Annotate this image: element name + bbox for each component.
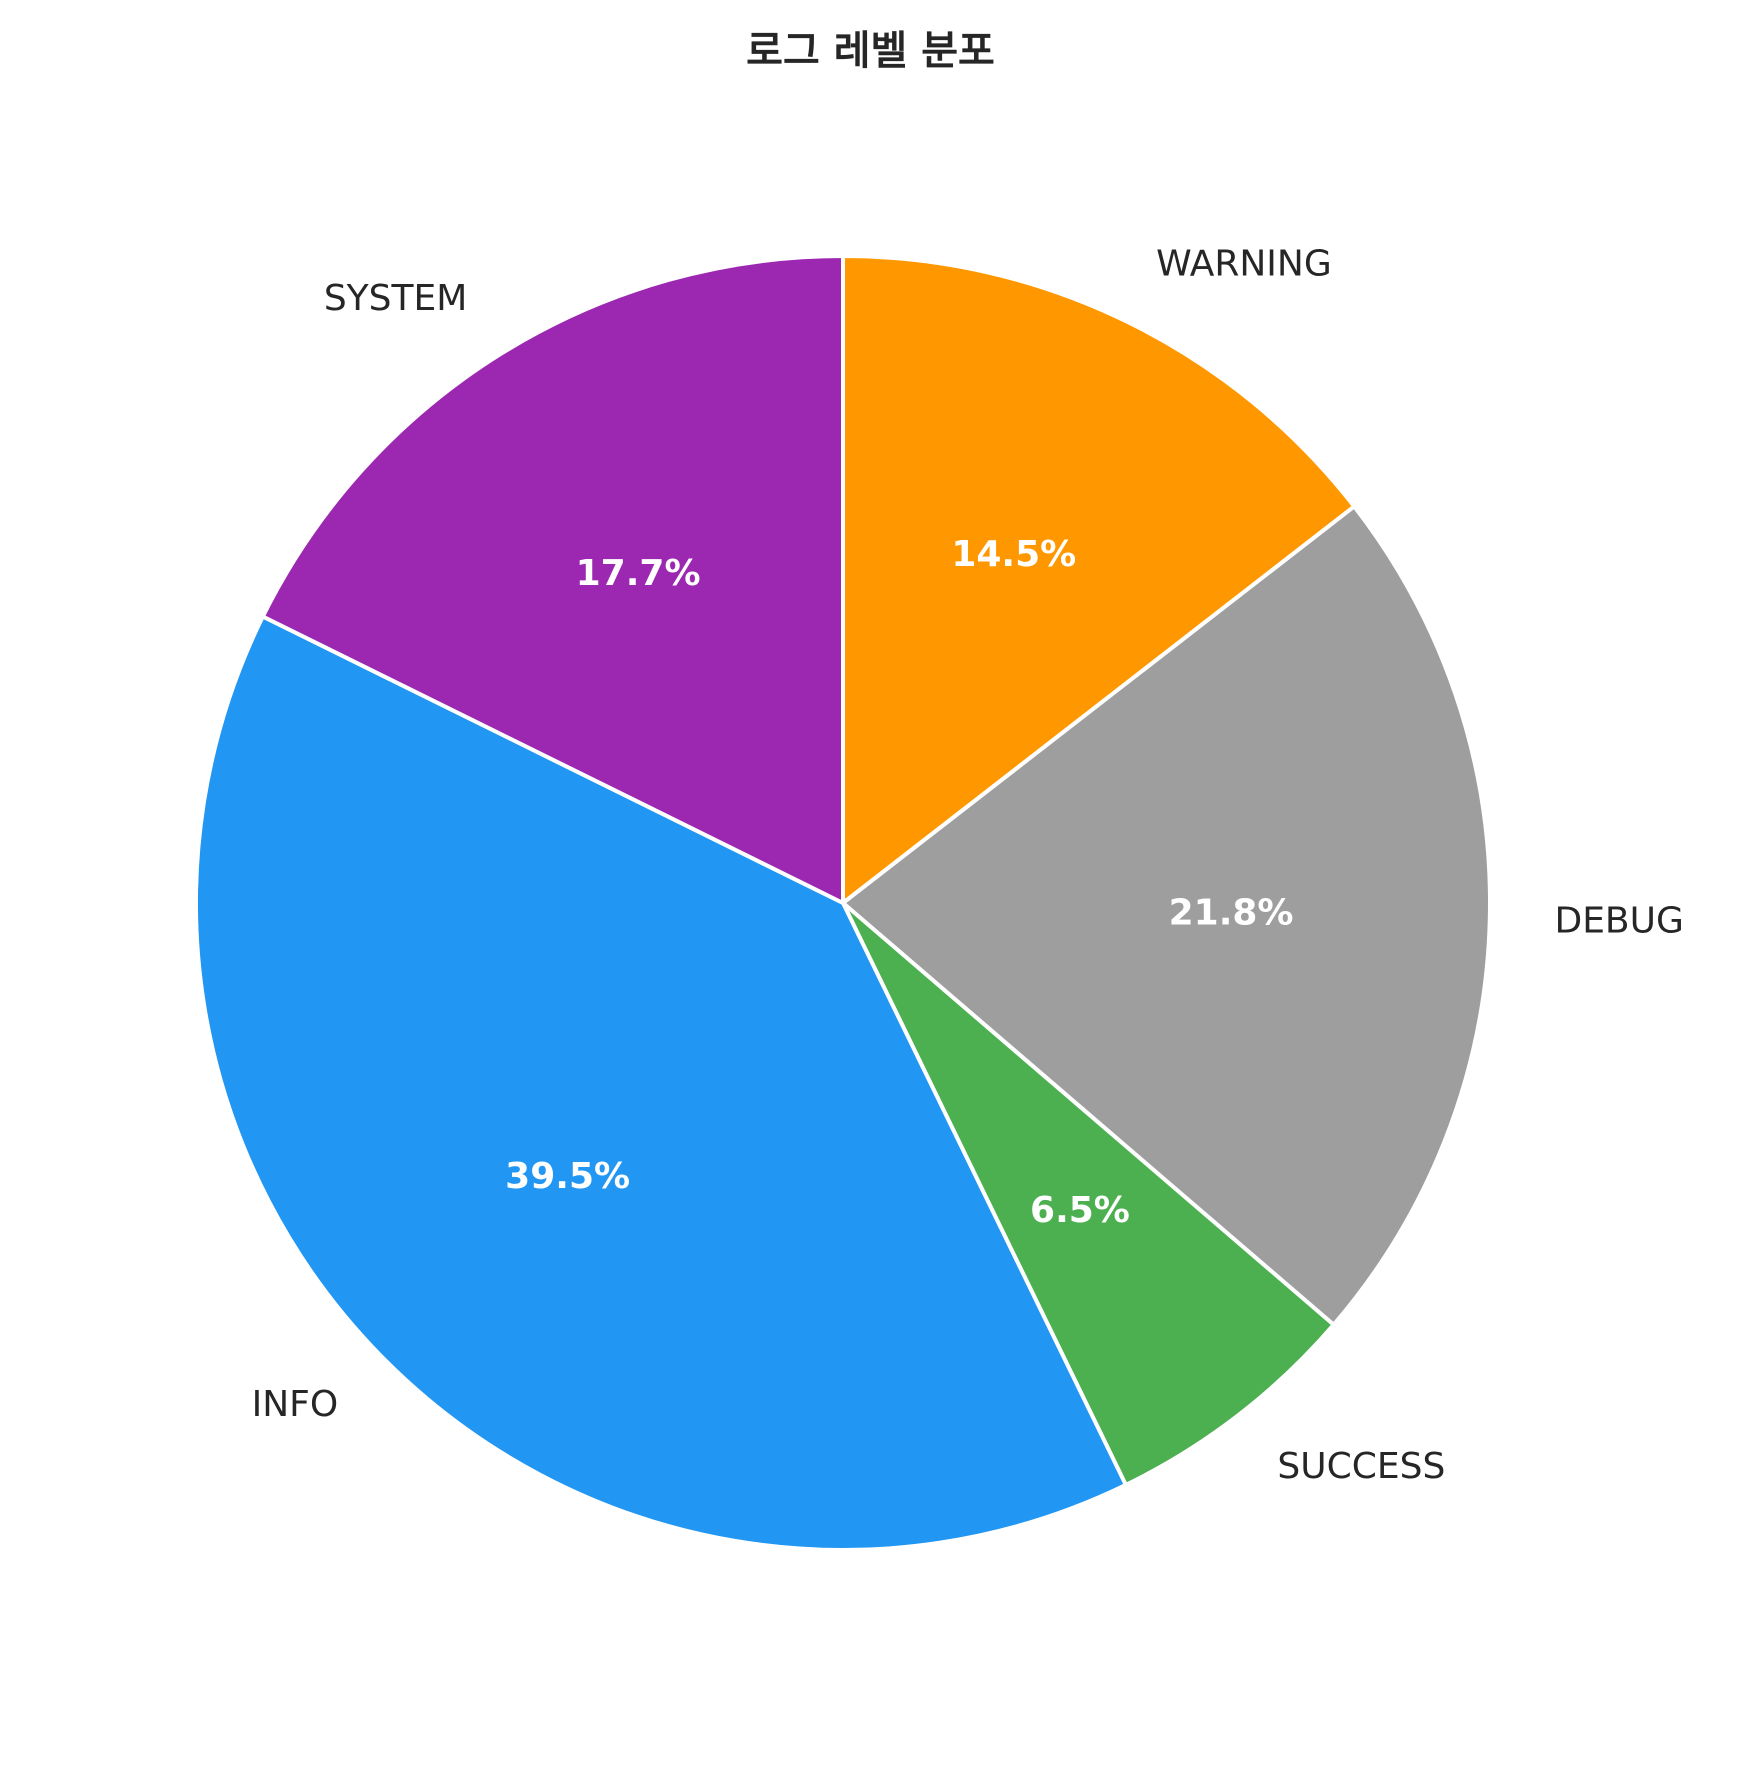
pct-label-success: 6.5% <box>1030 1190 1130 1231</box>
pct-label-warning: 14.5% <box>951 534 1076 575</box>
pie-slice-success <box>841 901 1336 1487</box>
slice-label-debug: DEBUG <box>1554 900 1683 941</box>
pie-slice-info <box>193 614 1128 1552</box>
slice-label-warning: WARNING <box>1156 243 1332 284</box>
pct-label-info: 39.5% <box>505 1156 630 1197</box>
chart-title: 로그 레벨 분포 <box>746 28 995 74</box>
pie-slice-debug <box>841 504 1492 1327</box>
slice-label-info: INFO <box>252 1384 339 1425</box>
pct-label-system: 17.7% <box>576 553 701 594</box>
pie-slice-warning <box>841 254 1357 905</box>
pct-label-debug: 21.8% <box>1169 892 1294 933</box>
slice-label-system: SYSTEM <box>324 278 468 319</box>
slice-label-success: SUCCESS <box>1277 1446 1445 1487</box>
pie-slice-system <box>260 254 845 905</box>
